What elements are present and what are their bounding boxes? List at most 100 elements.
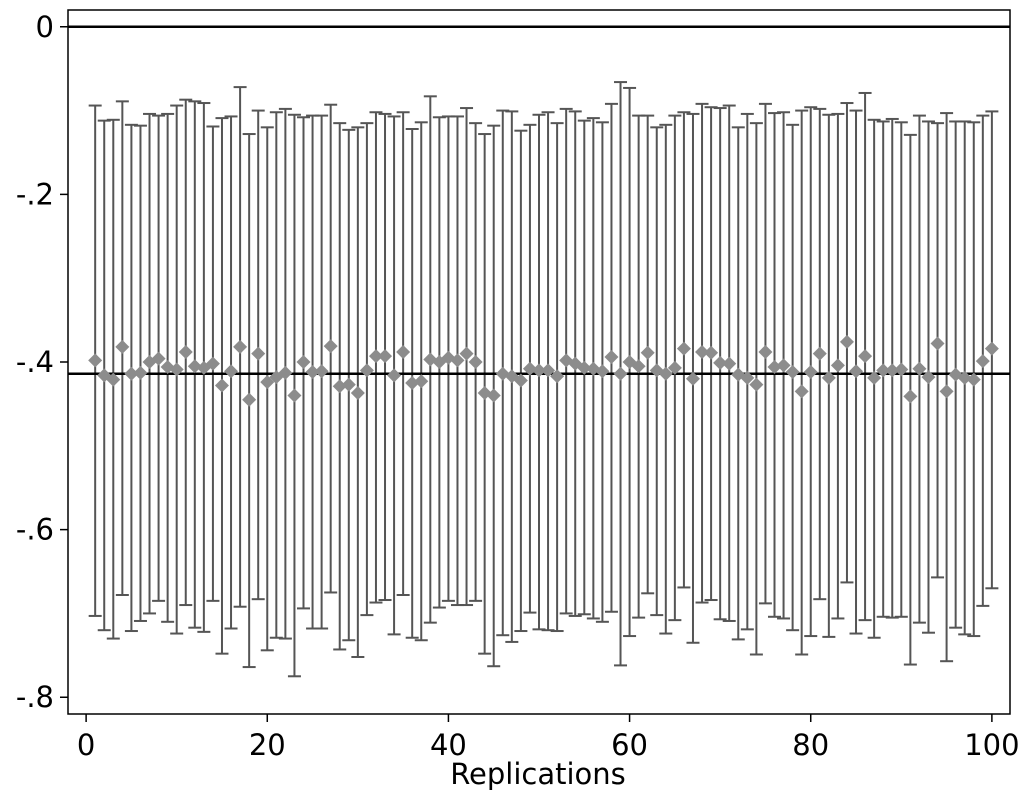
x-tick-label: 80: [792, 728, 829, 762]
estimate-marker: [205, 356, 220, 371]
estimate-marker: [794, 384, 809, 399]
estimate-marker: [178, 344, 193, 359]
estimate-marker: [224, 364, 239, 379]
estimate-marker: [758, 344, 773, 359]
estimate-marker: [577, 360, 592, 375]
estimate-marker: [776, 358, 791, 373]
estimate-marker: [242, 392, 257, 407]
estimate-marker: [106, 372, 121, 387]
x-tick-label: 0: [77, 728, 95, 762]
estimate-marker: [839, 334, 854, 349]
estimate-marker: [885, 363, 900, 378]
estimate-marker: [115, 339, 130, 354]
estimate-marker: [631, 359, 646, 374]
y-tick-label: -.4: [16, 345, 54, 379]
estimate-marker: [984, 341, 999, 356]
estimate-marker: [667, 360, 682, 375]
estimate-marker: [278, 365, 293, 380]
estimate-marker: [722, 356, 737, 371]
estimate-marker: [233, 339, 248, 354]
estimate-marker: [812, 346, 827, 361]
estimate-marker: [532, 363, 546, 378]
estimate-marker: [803, 365, 818, 380]
estimate-marker: [830, 358, 845, 373]
x-axis: 0 20 40 60 80 100: [77, 714, 1020, 762]
estimate-marker: [296, 355, 311, 369]
x-tick-label: 40: [430, 728, 467, 762]
estimate-marker: [876, 363, 891, 378]
estimate-marker: [414, 374, 429, 389]
estimate-marker: [396, 344, 411, 359]
estimate-marker: [713, 355, 728, 370]
estimate-marker: [459, 346, 474, 361]
error-bar: [795, 109, 809, 656]
estimate-marker: [450, 353, 465, 368]
estimate-marker: [341, 377, 356, 392]
estimate-marker: [378, 349, 393, 364]
estimate-marker: [957, 370, 972, 385]
estimate-marker: [785, 365, 800, 380]
estimate-marker: [187, 359, 202, 374]
estimate-marker: [685, 371, 700, 386]
estimate-marker: [740, 370, 755, 385]
estimate-marker: [359, 363, 374, 378]
estimate-marker: [613, 366, 628, 381]
x-tick-label: 20: [249, 728, 286, 762]
y-tick-label: -.2: [16, 177, 54, 211]
estimate-marker: [214, 378, 229, 393]
estimate-marker: [749, 377, 764, 392]
estimate-marker: [695, 344, 710, 359]
estimate-marker: [849, 364, 864, 379]
x-tick-label: 60: [611, 728, 648, 762]
estimate-marker: [468, 355, 483, 369]
estimate-marker: [513, 373, 528, 388]
estimate-marker: [287, 388, 302, 403]
estimate-marker: [966, 372, 981, 387]
estimate-marker: [350, 386, 365, 401]
estimate-marker: [305, 365, 320, 380]
point-estimates: [88, 334, 999, 407]
estimate-marker: [486, 388, 501, 403]
y-tick-label: 0: [36, 10, 54, 44]
estimate-marker: [975, 354, 990, 369]
estimate-marker: [387, 368, 402, 383]
estimate-marker: [903, 389, 918, 404]
estimate-marker: [604, 349, 619, 364]
estimate-marker: [260, 375, 275, 390]
x-axis-label: Replications: [450, 757, 626, 791]
y-tick-label: -.6: [16, 513, 54, 547]
estimate-marker: [314, 364, 329, 379]
estimate-marker: [595, 364, 610, 379]
estimate-marker: [767, 360, 782, 375]
estimate-marker: [676, 341, 691, 356]
estimate-marker: [332, 379, 347, 394]
estimate-marker: [821, 370, 836, 385]
estimate-marker: [550, 369, 565, 384]
estimate-marker: [921, 370, 936, 385]
estimate-marker: [169, 362, 184, 377]
estimate-marker: [368, 349, 383, 364]
estimate-marker: [151, 351, 166, 366]
estimate-marker: [541, 363, 556, 378]
estimate-marker: [124, 366, 139, 381]
estimate-marker: [894, 362, 909, 377]
estimate-marker: [640, 345, 655, 360]
estimate-marker: [939, 384, 954, 399]
estimate-marker: [323, 339, 338, 354]
estimate-marker: [522, 361, 537, 376]
estimate-marker: [858, 349, 873, 364]
estimate-marker: [930, 336, 945, 351]
y-tick-label: -.8: [16, 680, 54, 714]
estimate-marker: [405, 375, 420, 390]
error-bar: [731, 126, 745, 641]
x-tick-label: 100: [964, 728, 1019, 762]
estimate-marker: [912, 361, 927, 376]
estimate-marker: [133, 365, 148, 380]
estimate-marker: [251, 346, 266, 361]
estimate-marker: [658, 366, 673, 381]
estimate-marker: [867, 370, 882, 385]
estimate-marker: [88, 353, 103, 368]
estimate-marker: [704, 345, 719, 360]
